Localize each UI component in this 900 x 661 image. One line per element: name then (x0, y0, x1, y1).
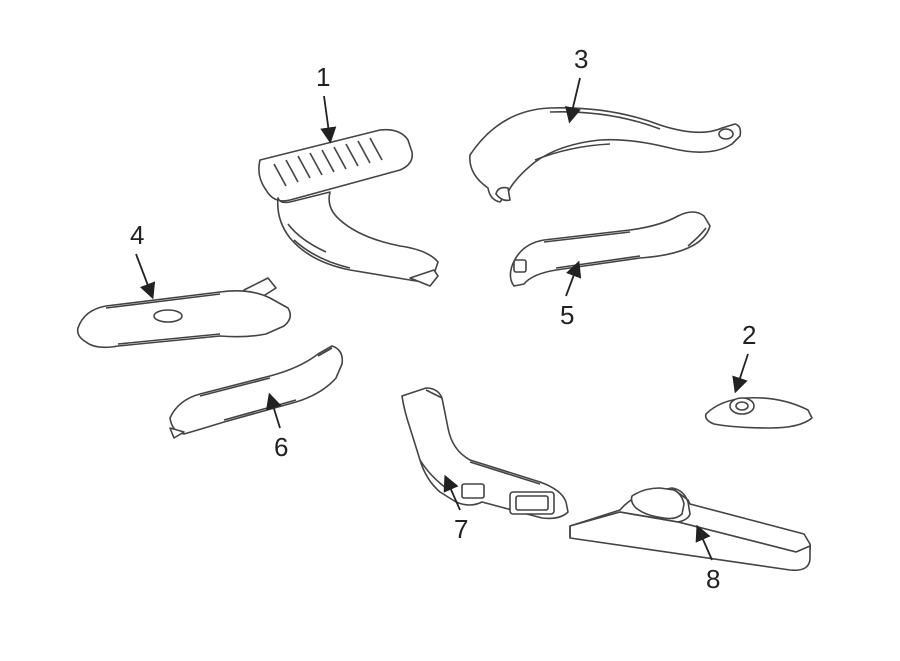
callout-label-4: 4 (130, 220, 144, 251)
part-2-cap-plate (700, 384, 820, 444)
callout-label-3: 3 (574, 44, 588, 75)
part-8-rear-floor-duct (560, 460, 820, 580)
callout-label-7: 7 (454, 514, 468, 545)
callout-label-6: 6 (274, 432, 288, 463)
callout-label-1: 1 (316, 62, 330, 93)
callout-label-8: 8 (706, 564, 720, 595)
part-6-lower-left-duct (160, 340, 360, 450)
parts-diagram: 1 2 3 4 5 6 7 8 (0, 0, 900, 661)
callout-label-5: 5 (560, 300, 574, 331)
part-5-right-elbow-duct (500, 200, 720, 300)
part-7-floor-console-duct (370, 380, 580, 530)
callout-label-2: 2 (742, 320, 756, 351)
